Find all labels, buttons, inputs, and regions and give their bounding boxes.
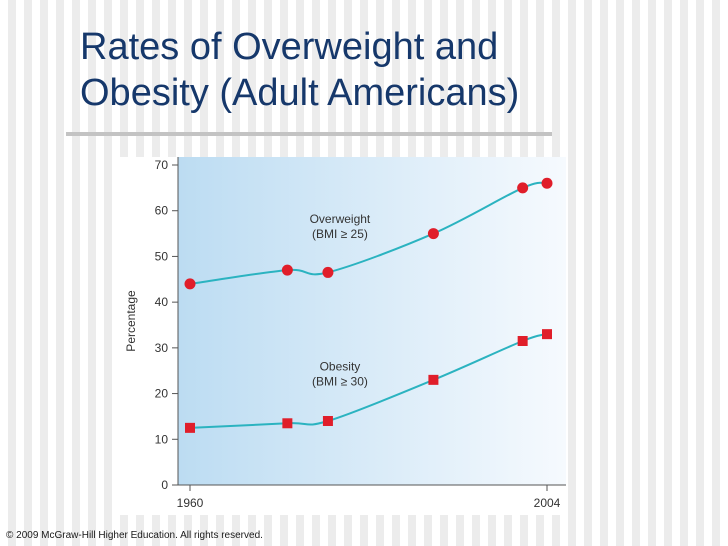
y-tick-label: 30: [155, 341, 169, 355]
obesity-data-point: [185, 422, 195, 433]
overweight-data-point: [281, 264, 293, 276]
obesity-data-point: [517, 336, 528, 346]
obesity-annotation-criteria: (BMI ≥ 30): [312, 374, 368, 388]
y-tick-label: 60: [155, 204, 169, 218]
slide-title-line-1: Rates of Overweight and: [80, 26, 499, 68]
decorative-side-strip: [0, 0, 66, 120]
obesity-data-point: [542, 329, 552, 340]
y-tick-label: 50: [155, 249, 169, 263]
slide-title: Rates of Overweight and Obesity (Adult A…: [80, 24, 680, 116]
overweight-annotation-title: Overweight: [310, 212, 371, 226]
overweight-data-point: [517, 182, 529, 194]
obesity-data-point: [428, 374, 439, 385]
overweight-data-point: [541, 177, 553, 189]
overweight-data-point: [427, 228, 439, 240]
overweight-data-point: [184, 278, 196, 290]
plot-area: [178, 157, 566, 485]
y-tick-label: 0: [161, 478, 168, 492]
obesity-data-point: [322, 416, 333, 426]
obesity-annotation-title: Obesity: [320, 359, 361, 373]
copyright-notice: © 2009 McGraw-Hill Higher Education. All…: [6, 530, 263, 541]
obesity-data-point: [282, 418, 293, 429]
overweight-annotation-criteria: (BMI ≥ 25): [312, 227, 368, 241]
overweight-data-point: [322, 266, 334, 278]
y-axis-label: Percentage: [124, 290, 138, 352]
slide-title-line-2: Obesity (Adult Americans): [80, 72, 520, 114]
title-divider: [66, 132, 552, 136]
y-tick-label: 70: [155, 158, 169, 172]
y-tick-label: 20: [155, 387, 169, 401]
chart-panel: 0 10 20 30 40 50 60 70 1960 2004 Overweight (BMI …: [118, 157, 566, 515]
y-tick-label: 10: [155, 432, 169, 446]
x-tick-label: 2004: [534, 496, 561, 510]
y-tick-label: 40: [155, 295, 169, 309]
x-tick-label: 1960: [177, 496, 204, 510]
